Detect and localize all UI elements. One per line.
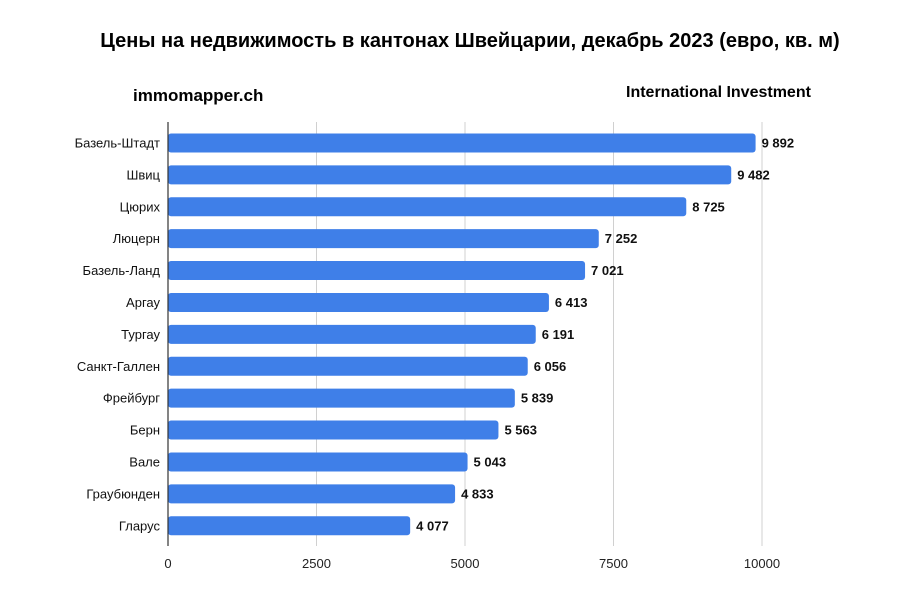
x-tick-label: 10000: [744, 556, 780, 571]
value-labels: 9 892 9 482 8 725 7 252 7 021 6 413 6 191 6 056…: [416, 135, 794, 533]
bar: [168, 516, 411, 536]
bar: [168, 261, 586, 281]
bar: [168, 133, 756, 153]
category-label: Фрейбург: [103, 391, 160, 406]
value-label: 6 056: [534, 359, 567, 374]
bar: [168, 197, 687, 217]
x-tick-label: 2500: [302, 556, 331, 571]
bar: [168, 388, 515, 408]
value-label: 6 191: [542, 327, 575, 342]
category-label: Тургау: [121, 327, 160, 342]
value-label: 9 892: [762, 135, 795, 150]
value-label: 5 839: [521, 391, 554, 406]
source-label: immomapper.ch: [133, 86, 264, 105]
value-label: 9 482: [737, 167, 770, 182]
bar: [168, 324, 536, 344]
x-tick-label: 0: [164, 556, 171, 571]
category-label: Базель-Штадт: [75, 135, 160, 150]
value-label: 4 077: [416, 518, 449, 533]
value-label: 7 021: [591, 263, 624, 278]
category-label: Швиц: [126, 167, 160, 182]
category-label: Санкт-Галлен: [77, 359, 160, 374]
bar: [168, 165, 732, 185]
category-label: Вале: [129, 454, 160, 469]
chart-title: Цены на недвижимость в кантонах Швейцари…: [100, 30, 840, 52]
value-label: 8 725: [692, 199, 725, 214]
category-labels: Базель-Штадт Швиц Цюрих Люцерн Базель-Ланд Ар…: [75, 135, 161, 533]
value-label: 4 833: [461, 486, 494, 501]
category-label: Базель-Ланд: [83, 263, 161, 278]
value-label: 5 043: [474, 454, 507, 469]
value-label: 7 252: [605, 231, 638, 246]
x-tick-label: 5000: [451, 556, 480, 571]
bar: [168, 292, 549, 312]
bar: [168, 356, 528, 376]
bar: [168, 229, 599, 249]
value-label: 5 563: [504, 423, 537, 438]
category-label: Берн: [130, 423, 160, 438]
value-label: 6 413: [555, 295, 588, 310]
bar: [168, 452, 468, 472]
bar: [168, 420, 499, 440]
category-label: Цюрих: [120, 199, 161, 214]
x-tick-label: 7500: [599, 556, 628, 571]
x-tick-labels: 0 2500 5000 7500 10000: [164, 556, 780, 571]
category-label: Аргау: [126, 295, 160, 310]
publisher-label: International Investment: [626, 84, 811, 101]
category-label: Гларус: [119, 518, 161, 533]
bars: [168, 133, 756, 536]
category-label: Люцерн: [113, 231, 160, 246]
category-label: Граубюнден: [86, 486, 160, 501]
bar: [168, 484, 456, 504]
